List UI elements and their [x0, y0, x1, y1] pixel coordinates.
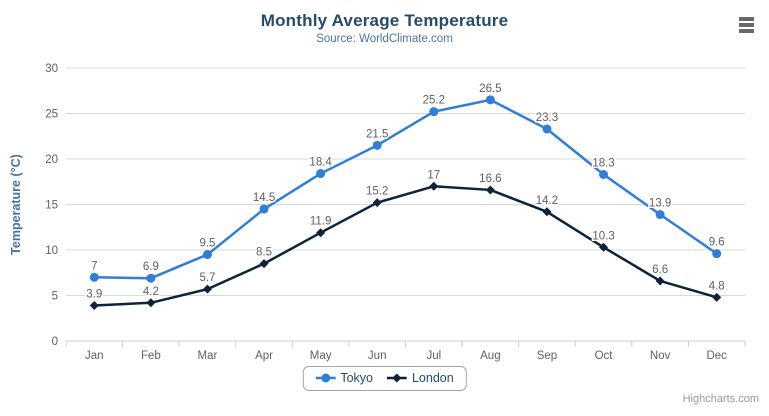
- marker-london-nov[interactable]: [655, 276, 665, 286]
- marker-london-jun[interactable]: [372, 198, 382, 208]
- data-label: 6.9: [143, 261, 159, 273]
- chart-subtitle: Source: WorldClimate.com: [316, 33, 453, 45]
- x-axis-label: May: [310, 350, 332, 362]
- marker-tokyo-oct[interactable]: [599, 169, 609, 179]
- marker-tokyo-jul[interactable]: [429, 107, 439, 117]
- data-label: 13.9: [649, 198, 671, 210]
- series-line-london[interactable]: [93, 185, 718, 307]
- y-axis-tick-label: 30: [45, 63, 58, 75]
- x-axis-label: Mar: [198, 350, 218, 362]
- highcharts-credit-link[interactable]: Highcharts.com: [682, 393, 759, 405]
- data-label: 23.3: [536, 112, 558, 124]
- x-axis-label: Oct: [595, 350, 614, 362]
- legend-item-london[interactable]: London: [386, 371, 454, 385]
- data-label: 14.2: [536, 195, 558, 207]
- x-axis-label: Jan: [85, 350, 104, 362]
- y-axis-tick-label: 5: [52, 291, 58, 303]
- marker-tokyo-nov[interactable]: [655, 210, 665, 220]
- y-axis-tick-label: 20: [45, 154, 58, 166]
- data-label: 25.2: [423, 95, 445, 107]
- marker-london-feb[interactable]: [146, 298, 156, 308]
- x-axis-label: Feb: [141, 350, 161, 362]
- data-label: 5.7: [199, 272, 215, 284]
- y-axis-tick-label: 0: [52, 336, 58, 348]
- x-axis-label: Dec: [706, 350, 727, 362]
- data-label: 10.3: [592, 230, 614, 242]
- data-label: 15.2: [366, 186, 388, 198]
- london-line-marker-icon: [386, 373, 407, 383]
- data-label: 9.5: [199, 238, 215, 250]
- data-label: 4.8: [709, 280, 725, 292]
- data-label: 9.6: [709, 237, 725, 249]
- data-label: 26.5: [479, 83, 501, 95]
- marker-tokyo-mar[interactable]: [202, 250, 212, 260]
- marker-london-jan[interactable]: [89, 301, 99, 311]
- x-axis-label: Sep: [537, 350, 557, 362]
- data-label: 18.3: [592, 157, 614, 169]
- hamburger-icon: [738, 17, 754, 21]
- marker-tokyo-sep[interactable]: [542, 124, 552, 134]
- legend-label-tokyo: Tokyo: [340, 371, 373, 385]
- marker-london-jul[interactable]: [429, 181, 439, 191]
- marker-tokyo-dec[interactable]: [712, 249, 722, 259]
- tokyo-line-marker-icon: [315, 373, 336, 383]
- chart-title: Monthly Average Temperature: [260, 11, 509, 30]
- series-line-tokyo[interactable]: [93, 98, 718, 280]
- data-label: 14.5: [253, 192, 275, 204]
- y-axis-tick-label: 10: [45, 245, 58, 257]
- marker-london-sep[interactable]: [542, 207, 552, 217]
- x-axis-label: Apr: [255, 350, 273, 362]
- marker-tokyo-may[interactable]: [316, 169, 326, 179]
- legend-label-london: London: [411, 371, 454, 385]
- marker-tokyo-jan[interactable]: [89, 272, 99, 282]
- chart-context-menu-button[interactable]: [733, 13, 759, 37]
- y-axis-tick-label: 15: [45, 200, 58, 212]
- marker-tokyo-apr[interactable]: [259, 204, 269, 214]
- marker-tokyo-feb[interactable]: [146, 273, 156, 283]
- data-label: 17: [427, 169, 440, 181]
- marker-tokyo-jun[interactable]: [372, 140, 382, 150]
- legend: Tokyo London: [302, 366, 467, 391]
- data-label: 21.5: [366, 128, 388, 140]
- marker-london-apr[interactable]: [259, 259, 269, 269]
- marker-london-oct[interactable]: [599, 242, 609, 252]
- marker-tokyo-aug[interactable]: [485, 95, 495, 105]
- x-axis-label: Jul: [426, 350, 441, 362]
- x-axis-label: Nov: [650, 350, 671, 362]
- legend-item-tokyo[interactable]: Tokyo: [315, 371, 373, 385]
- data-label: 3.9: [86, 289, 102, 301]
- y-axis-tick-label: 25: [45, 109, 58, 121]
- data-label: 6.6: [652, 264, 668, 276]
- marker-london-may[interactable]: [316, 228, 326, 238]
- data-label: 11.9: [310, 216, 332, 228]
- marker-london-dec[interactable]: [712, 292, 722, 302]
- data-label: 7: [91, 260, 97, 272]
- marker-london-aug[interactable]: [485, 185, 495, 195]
- marker-london-mar[interactable]: [202, 284, 212, 294]
- y-axis-title: Temperature (°C): [9, 154, 23, 255]
- data-label: 18.4: [309, 157, 332, 169]
- data-label: 8.5: [256, 247, 272, 259]
- x-axis-label: Aug: [480, 350, 500, 362]
- data-label: 4.2: [143, 286, 159, 298]
- x-axis-label: Jun: [368, 350, 387, 362]
- data-label: 16.6: [479, 173, 501, 185]
